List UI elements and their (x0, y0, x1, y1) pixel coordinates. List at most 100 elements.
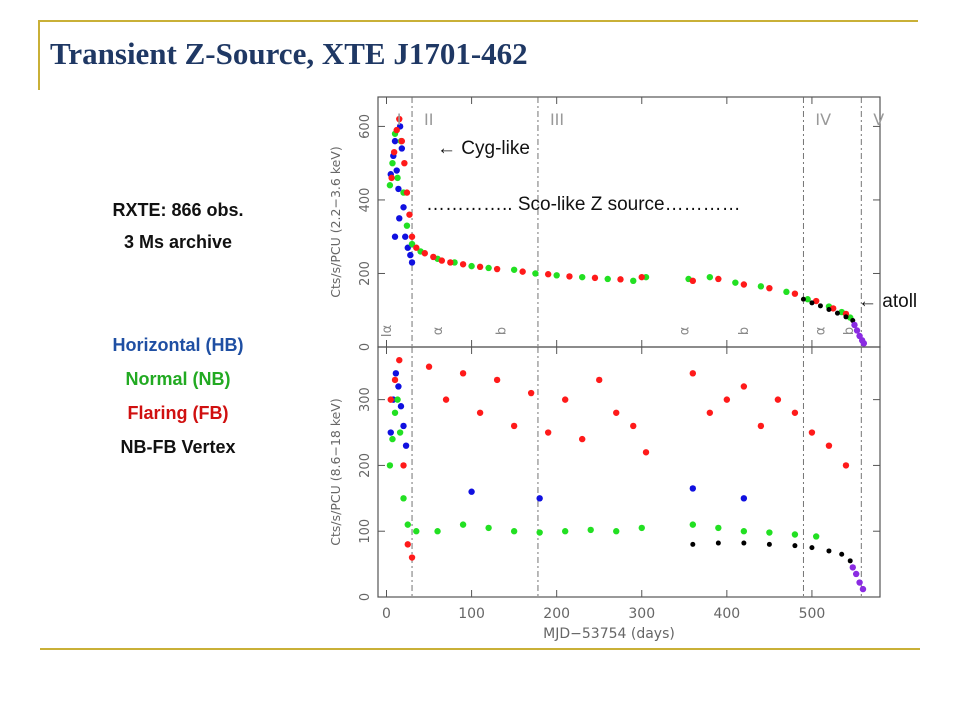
data-point-nb (715, 524, 722, 532)
data-point-fb (808, 429, 816, 436)
data-point-fb (459, 370, 467, 377)
data-point-fb (766, 284, 773, 292)
data-point-nb (468, 262, 475, 270)
data-point-nb (413, 528, 420, 535)
data-point-atoll (856, 332, 863, 340)
y-tick-label: 200 (358, 453, 373, 478)
data-point-nb (510, 266, 518, 273)
data-point-hb (387, 171, 394, 178)
data-point-hb (396, 123, 404, 130)
data-point-fb (630, 422, 637, 430)
data-point-hb (391, 233, 399, 240)
data-point-atoll (852, 570, 860, 578)
data-point-hb (404, 244, 411, 251)
data-point-vertex (850, 318, 856, 324)
data-point-fb (715, 275, 722, 283)
data-point-nb (630, 277, 637, 285)
epoch-label: I (397, 110, 402, 129)
data-point-nb (404, 521, 411, 528)
data-point-fb (544, 271, 552, 278)
data-point-vertex (826, 307, 832, 312)
data-point-fb (740, 383, 748, 390)
data-point-vertex (800, 296, 806, 302)
panel-frame-2 (377, 346, 881, 598)
data-point-hb (536, 495, 543, 502)
data-point-hb (398, 145, 406, 152)
bottom-rule (40, 648, 920, 650)
data-point-fb (579, 435, 586, 443)
data-point-vertex (847, 558, 853, 564)
x-tick-label: 0 (382, 606, 391, 622)
data-point-nb (485, 264, 492, 272)
data-point-fb (401, 159, 408, 167)
data-point-nb (847, 314, 854, 321)
data-point-atoll (851, 321, 858, 329)
data-point-nb (389, 435, 396, 443)
data-point-nb (510, 528, 518, 535)
top-rule (38, 20, 918, 22)
data-point-hb (393, 167, 400, 174)
data-point-fb (390, 148, 398, 156)
data-point-nb (417, 248, 424, 255)
marker-label: α (678, 327, 693, 336)
y-axis-label: Cts/s/PCU (2.2−3.6 keV) (328, 146, 343, 297)
marker-label: b (737, 327, 752, 335)
data-point-hb (391, 137, 399, 145)
data-point-nb (804, 296, 811, 303)
y-tick-label: 300 (358, 387, 373, 412)
data-point-hb (468, 488, 475, 495)
data-point-nb (397, 137, 405, 145)
y-tick-label: 100 (358, 519, 373, 544)
data-point-nb (825, 303, 833, 310)
data-point-hb (397, 403, 405, 410)
epoch-label: III (550, 110, 564, 129)
data-point-nb (396, 429, 404, 436)
y-tick-label: 600 (358, 114, 373, 139)
data-point-vertex (843, 314, 849, 320)
data-point-nb (732, 279, 739, 286)
data-point-nb (604, 275, 611, 283)
data-point-fb (430, 253, 437, 261)
data-point-fb (812, 297, 820, 305)
data-point-fb (591, 274, 599, 282)
data-point-atoll (849, 564, 856, 571)
data-point-nb (579, 273, 586, 281)
data-point-nb (394, 396, 401, 403)
data-point-vertex (839, 551, 845, 557)
x-tick-label: 200 (543, 606, 570, 622)
data-point-nb (434, 255, 441, 262)
data-point-nb (408, 240, 416, 248)
y-tick-label: 0 (358, 593, 373, 601)
data-point-nb (386, 462, 394, 469)
data-point-nb (391, 130, 399, 137)
data-point-hb (740, 495, 748, 502)
data-point-hb (387, 429, 394, 436)
marker-label: b (495, 327, 510, 335)
data-point-atoll (859, 585, 867, 593)
data-point-fb (740, 281, 748, 288)
data-point-fb (757, 422, 765, 430)
legend-nb: Normal (NB) (125, 369, 231, 389)
data-point-fb (387, 396, 394, 403)
data-point-hb (395, 185, 402, 193)
data-point-nb (532, 270, 539, 277)
data-point-vertex (715, 540, 721, 546)
slide-title: Transient Z-Source, XTE J1701-462 (50, 36, 528, 71)
data-point-fb (476, 409, 484, 416)
data-point-fb (404, 541, 411, 548)
y-tick-label: 400 (358, 188, 373, 213)
data-point-fb (406, 211, 413, 218)
data-point-fb (403, 189, 411, 196)
data-point-fb (413, 244, 420, 251)
data-point-vertex (809, 545, 815, 551)
data-point-fb (706, 409, 714, 416)
data-point-fb (391, 376, 399, 384)
legend-vertex: NB-FB Vertex (120, 437, 236, 457)
data-point-nb (613, 528, 620, 535)
data-point-vertex (690, 541, 696, 547)
data-point-vertex (792, 543, 798, 549)
data-point-fb (638, 273, 645, 281)
y-tick-label: 0 (358, 343, 373, 351)
data-point-nb (386, 182, 394, 189)
data-point-fb (447, 259, 454, 266)
